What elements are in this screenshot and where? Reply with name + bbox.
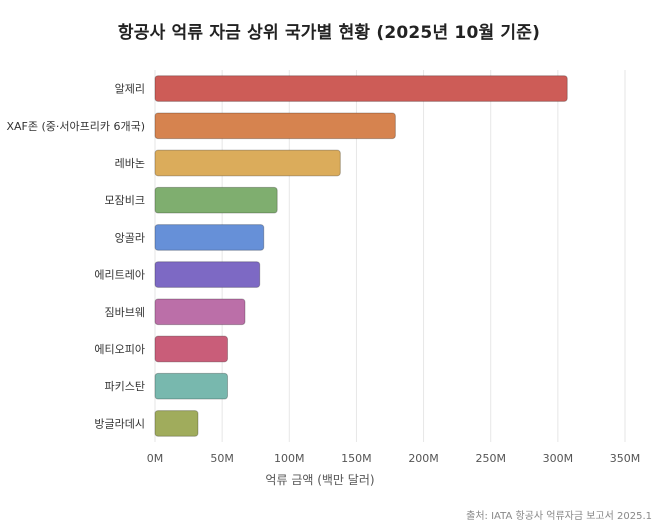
category-label: 방글라데시 (94, 417, 145, 430)
bar (154, 149, 341, 177)
source-note: 출처: IATA 항공사 억류자금 보고서 2025.1 (466, 511, 652, 522)
bar (154, 224, 265, 251)
category-label: 에티오피아 (94, 343, 145, 356)
category-label: 레바논 (115, 157, 145, 170)
category-label: 짐바브웨 (105, 306, 145, 319)
x-tick-labels: 0M 50M 100M 150M 200M 250M 300M 350M (147, 452, 641, 465)
x-tick-label: 300M (543, 452, 574, 465)
bar (154, 372, 229, 400)
x-tick-label: 0M (147, 452, 164, 465)
category-label: 앙골라 (115, 231, 145, 244)
bar (154, 186, 278, 214)
bar (154, 298, 246, 326)
x-tick-label: 100M (274, 452, 305, 465)
bar (154, 112, 396, 140)
x-tick-label: 350M (610, 452, 641, 465)
category-labels: 알제리 XAF존 (중·서아프리카 6개국) 레바논모잠비크앙골라에리트레아짐바브웨… (6, 82, 145, 431)
bar (154, 410, 199, 437)
category-label: 모잠비크 (105, 194, 145, 207)
category-label: 파키스탄 (105, 380, 145, 393)
bars (154, 75, 568, 437)
x-axis-label: 억류 금액 (백만 달러) (265, 473, 374, 487)
x-tick-label: 250M (475, 452, 506, 465)
x-tick-label: 200M (408, 452, 439, 465)
bar (154, 261, 261, 288)
category-label: 에리트레아 (94, 269, 145, 282)
grid-lines (154, 70, 626, 442)
category-label: 알제리 (115, 82, 145, 96)
x-tick-label: 50M (210, 452, 234, 465)
x-tick-label: 150M (341, 452, 372, 465)
category-label: XAF존 (중·서아프리카 6개국) (6, 120, 145, 133)
chart-title: 항공사 억류 자금 상위 국가별 현황 (2025년 10월 기준) (117, 23, 541, 43)
bar (154, 335, 229, 363)
bar (154, 75, 568, 102)
